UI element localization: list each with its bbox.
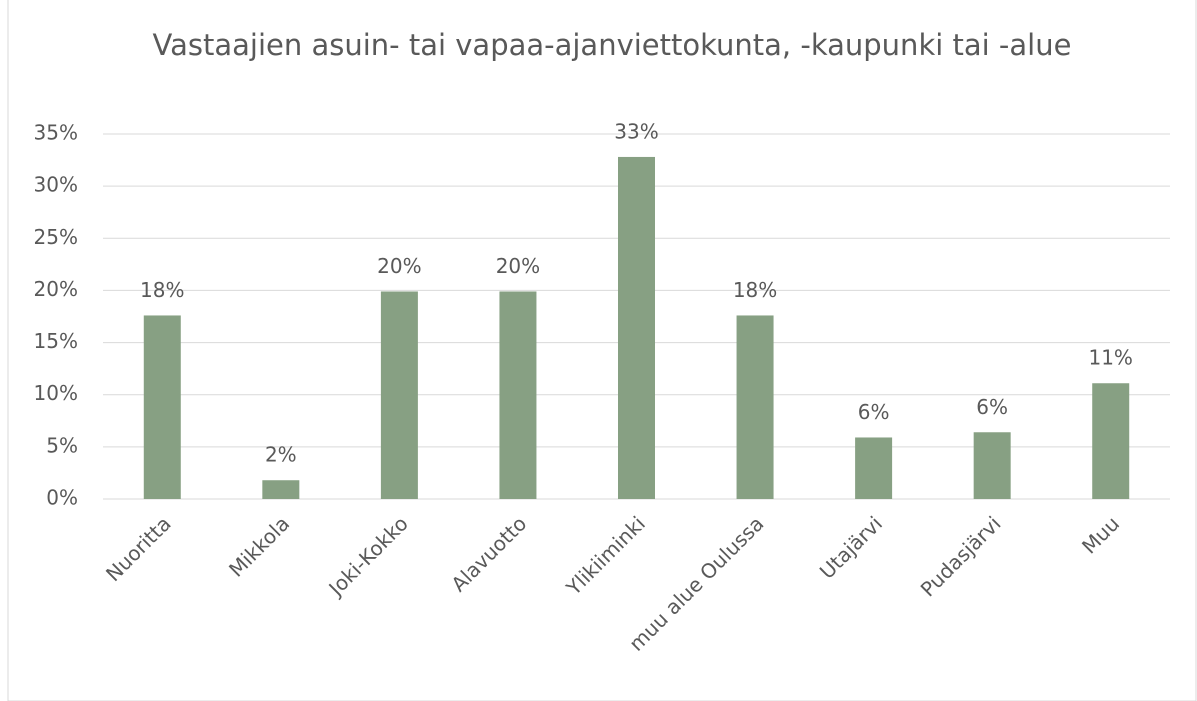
x-tick-label: Ylikiiminki (561, 511, 650, 600)
bar (855, 437, 893, 499)
bar (1092, 383, 1130, 499)
value-label: 18% (733, 278, 777, 302)
value-label: 20% (377, 254, 421, 278)
bar (973, 432, 1011, 499)
y-tick-label: 20% (34, 277, 78, 301)
y-tick-label: 10% (34, 381, 78, 405)
bar (618, 156, 655, 499)
x-tick-label: Pudasjärvi (916, 511, 1006, 601)
y-tick-label: 25% (34, 225, 78, 249)
y-tick-label: 30% (34, 173, 78, 197)
value-label: 18% (140, 278, 184, 302)
x-tick-label: Joki-Kokko (323, 511, 413, 601)
x-tick-label: Alavuotto (446, 511, 531, 596)
bar (736, 315, 774, 499)
value-label: 11% (1088, 346, 1132, 370)
x-tick-label: Utajärvi (815, 511, 887, 583)
bar (262, 480, 300, 499)
value-label: 6% (858, 400, 890, 424)
value-label: 6% (976, 395, 1008, 419)
bar (499, 291, 537, 499)
x-tick-label: Muu (1077, 511, 1124, 558)
y-tick-label: 35% (34, 121, 78, 145)
x-tick-label: Nuoritta (101, 511, 176, 586)
x-tick-label: Mikkola (224, 511, 294, 581)
x-tick-label: muu alue Oulussa (624, 511, 768, 655)
y-tick-label: 0% (46, 486, 78, 510)
value-label: 33% (614, 119, 658, 143)
bar (143, 315, 181, 499)
value-label: 2% (265, 443, 297, 467)
y-tick-label: 5% (46, 433, 78, 457)
chart-border (7, 0, 1197, 701)
bar (380, 291, 418, 499)
chart-title: Vastaajien asuin- tai vapaa-ajanviettoku… (152, 28, 1072, 62)
y-tick-label: 15% (34, 329, 78, 353)
value-label: 20% (496, 254, 540, 278)
